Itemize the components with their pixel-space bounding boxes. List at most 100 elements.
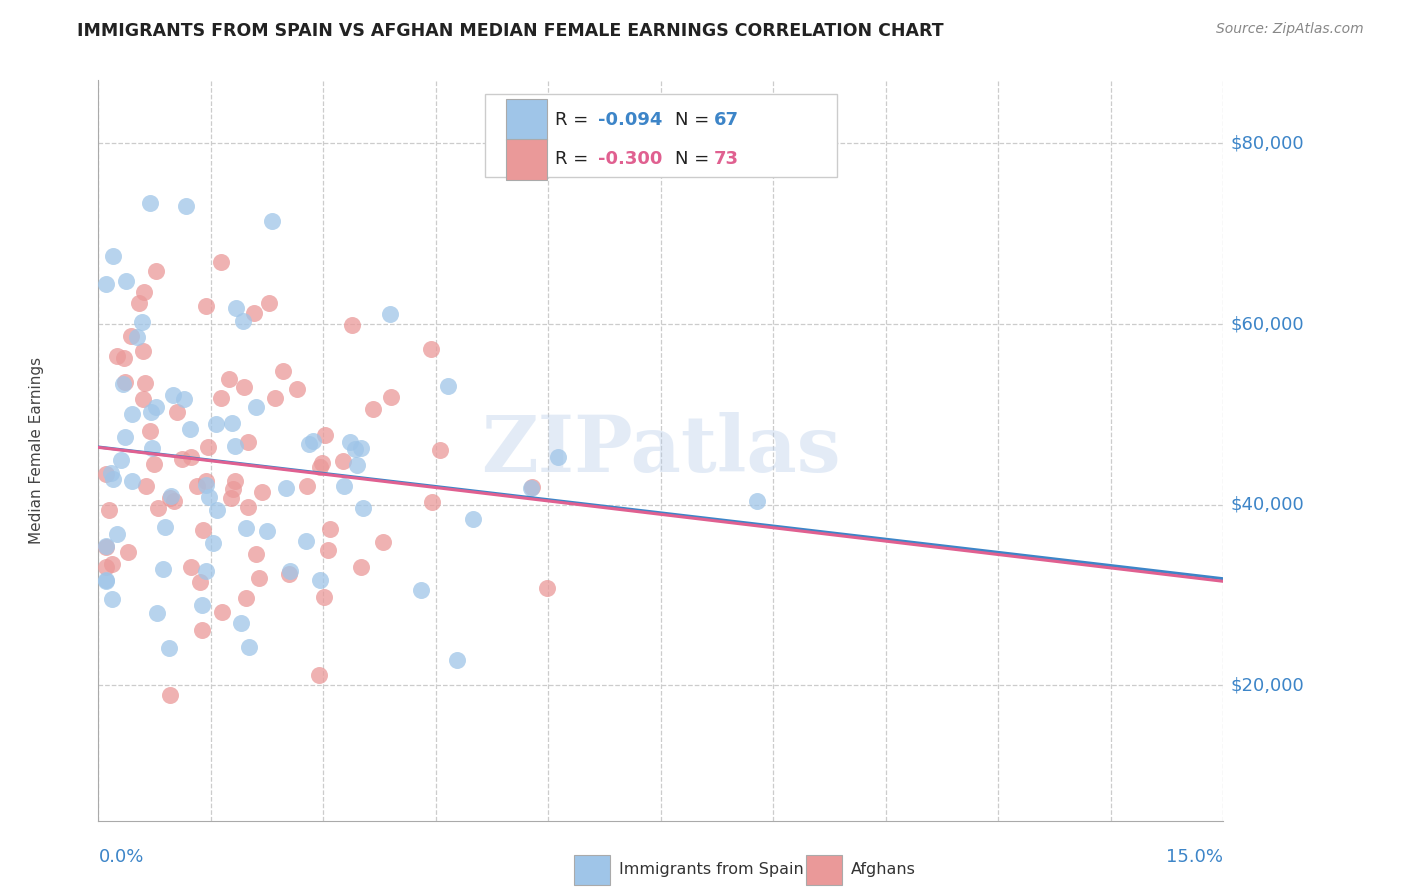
Point — [256, 524, 278, 538]
Point — [207, 503, 229, 517]
Point — [204, 417, 226, 431]
Point — [180, 450, 202, 464]
Point — [114, 430, 136, 444]
Point — [112, 351, 135, 365]
Text: -0.300: -0.300 — [598, 151, 662, 169]
Text: Immigrants from Spain: Immigrants from Spain — [619, 863, 803, 877]
Point — [224, 439, 246, 453]
Point — [211, 605, 233, 619]
Point — [125, 330, 148, 344]
Point — [120, 328, 142, 343]
Point — [195, 299, 218, 313]
Point — [250, 484, 273, 499]
Point — [128, 295, 150, 310]
Point — [446, 653, 468, 667]
Point — [232, 314, 254, 328]
Point — [278, 564, 301, 578]
Text: R =: R = — [555, 111, 595, 128]
Point — [131, 392, 153, 406]
Point — [139, 405, 162, 419]
Point — [198, 491, 221, 505]
Point — [222, 483, 245, 497]
Point — [97, 502, 120, 516]
Point — [174, 198, 197, 212]
Point — [352, 501, 374, 516]
Point — [247, 571, 270, 585]
Point — [301, 434, 323, 449]
Point — [294, 534, 316, 549]
Text: -0.094: -0.094 — [598, 111, 662, 128]
Point — [105, 526, 128, 541]
Point — [152, 562, 174, 576]
Point — [520, 481, 543, 495]
Point — [111, 377, 134, 392]
Text: N =: N = — [675, 111, 714, 128]
Point — [101, 249, 124, 263]
Point — [350, 441, 373, 455]
Text: Afghans: Afghans — [851, 863, 915, 877]
Point — [131, 315, 153, 329]
Point — [232, 380, 254, 394]
Point — [235, 591, 257, 605]
Point — [101, 591, 124, 606]
Point — [146, 606, 169, 620]
Point — [100, 557, 122, 571]
Point — [114, 375, 136, 389]
Point — [308, 668, 330, 682]
Point — [298, 437, 321, 451]
Point — [162, 387, 184, 401]
Point — [195, 564, 218, 578]
Point — [332, 454, 354, 468]
Point — [236, 435, 259, 450]
Point — [163, 494, 186, 508]
Text: R =: R = — [555, 151, 595, 169]
Point — [209, 392, 232, 406]
Point — [94, 540, 117, 554]
Text: Median Female Earnings: Median Female Earnings — [30, 357, 44, 544]
Point — [373, 534, 395, 549]
Point — [194, 474, 217, 488]
Point — [245, 547, 267, 561]
Point — [101, 471, 124, 485]
Point — [179, 422, 201, 436]
Point — [121, 407, 143, 421]
Point — [218, 372, 240, 386]
Point — [235, 520, 257, 534]
Point — [94, 573, 117, 587]
Point — [197, 440, 219, 454]
Point — [170, 452, 193, 467]
Point — [349, 560, 371, 574]
Text: 73: 73 — [714, 151, 740, 169]
Point — [340, 318, 363, 332]
Point — [316, 542, 339, 557]
Text: 15.0%: 15.0% — [1166, 847, 1223, 866]
Point — [332, 479, 354, 493]
Point — [110, 453, 132, 467]
Point — [420, 342, 443, 356]
Point — [745, 493, 768, 508]
Point — [236, 500, 259, 515]
Point — [132, 343, 155, 358]
Point — [190, 623, 212, 637]
Text: ZIPatlas: ZIPatlas — [481, 412, 841, 489]
Point — [94, 560, 117, 574]
Point — [276, 481, 298, 495]
Point — [245, 400, 267, 414]
Point — [117, 545, 139, 559]
Point — [238, 640, 260, 654]
Point — [285, 383, 308, 397]
Point — [411, 583, 433, 598]
Point — [105, 349, 128, 363]
Point — [135, 479, 157, 493]
Point — [195, 477, 218, 491]
Text: N =: N = — [675, 151, 714, 169]
Text: $40,000: $40,000 — [1230, 496, 1305, 514]
Point — [547, 450, 569, 465]
Point — [115, 274, 138, 288]
Point — [145, 400, 167, 414]
Point — [224, 474, 246, 488]
Point — [191, 598, 214, 612]
Point — [159, 689, 181, 703]
Point — [311, 456, 333, 470]
Point — [188, 575, 211, 590]
